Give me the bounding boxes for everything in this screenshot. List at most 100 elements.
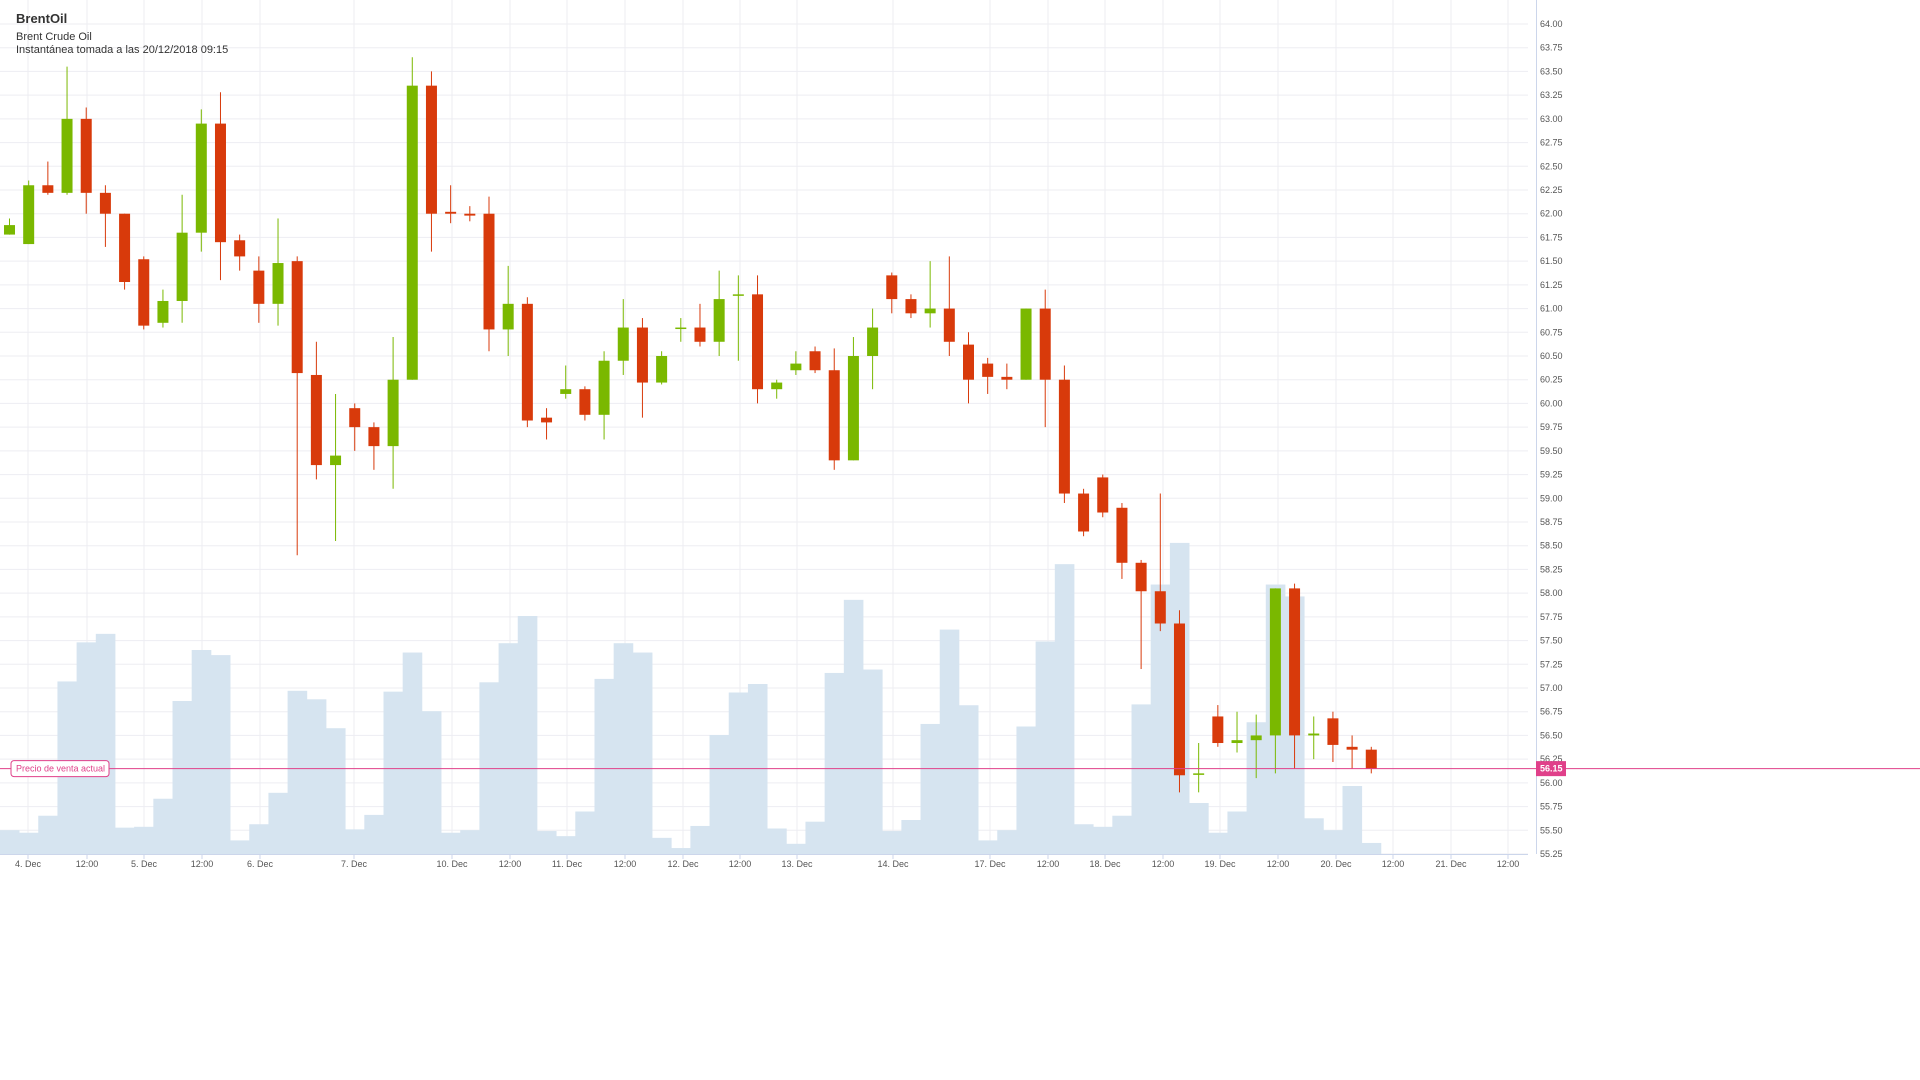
y-tick-label: 64.00 [1540,19,1563,29]
candle[interactable] [1135,559,1147,670]
candle[interactable] [579,386,591,421]
candle[interactable] [924,261,936,328]
candle[interactable] [809,346,821,374]
candle[interactable] [1327,711,1339,762]
candle[interactable] [214,92,226,281]
candle[interactable] [1346,735,1358,769]
candle[interactable] [1116,503,1128,579]
y-tick-label: 63.75 [1540,43,1563,53]
candle[interactable] [828,348,840,470]
candle[interactable] [886,272,898,314]
candle[interactable] [1212,705,1224,747]
candle[interactable] [617,299,629,375]
candle[interactable] [349,403,361,451]
candle[interactable] [1193,743,1205,793]
candle[interactable] [406,57,418,380]
candle-body [157,300,169,323]
candle[interactable] [272,218,284,326]
candle-body [23,185,35,245]
volume-bar [191,650,212,854]
candle[interactable] [560,365,572,399]
candle[interactable] [982,357,994,394]
candle[interactable] [1001,363,1013,390]
candle[interactable] [445,185,457,224]
candle[interactable] [1078,488,1090,537]
candle[interactable] [598,351,610,440]
x-tick-label: 12. Dec [667,859,699,869]
candle[interactable] [656,351,668,385]
volume-bar [460,830,480,854]
volume-bar [556,836,576,854]
candle[interactable] [1173,610,1185,793]
candle[interactable] [1250,714,1262,779]
candle[interactable] [675,318,687,342]
x-tick-label: 20. Dec [1320,859,1352,869]
candle[interactable] [425,71,437,252]
candle[interactable] [905,294,917,319]
candle[interactable] [483,196,495,352]
candle[interactable] [1269,588,1281,774]
candle[interactable] [771,379,783,399]
candle[interactable] [387,337,399,489]
candle[interactable] [99,185,111,247]
candle[interactable] [234,234,246,271]
candle[interactable] [541,408,553,440]
x-tick-label: 5. Dec [131,859,158,869]
volume-bar [1054,564,1075,854]
candle-body [253,270,265,304]
candle[interactable] [943,256,955,356]
volume-bar [978,840,998,854]
candle[interactable] [502,265,514,356]
candle[interactable] [119,213,131,290]
candle[interactable] [752,275,764,404]
candle[interactable] [176,194,188,323]
candle[interactable] [1308,716,1320,760]
candle[interactable] [694,303,706,347]
candle[interactable] [330,393,342,541]
candle[interactable] [1365,746,1377,774]
candle[interactable] [157,289,169,328]
candle-body [790,363,802,371]
candle[interactable] [1154,493,1166,632]
candle[interactable] [23,180,35,245]
candle-body [1327,718,1339,745]
candle-body [4,225,15,235]
candle[interactable] [790,351,802,375]
candle[interactable] [636,318,648,418]
candle[interactable] [310,341,322,480]
candle[interactable] [1039,289,1051,428]
candle[interactable] [4,218,15,235]
candle-body [771,382,783,390]
current-price-label-box[interactable] [10,760,110,778]
y-tick-label: 61.50 [1540,256,1563,266]
candle[interactable] [867,308,879,390]
candle[interactable] [963,332,974,404]
candle[interactable] [291,256,303,556]
volume-bar [824,672,845,854]
candle-body [1173,623,1185,776]
candle[interactable] [1020,308,1032,380]
candle[interactable] [368,422,380,470]
candle-body [80,118,92,193]
candle[interactable] [1289,583,1301,769]
candle-body [598,360,610,415]
candle-body [99,192,111,214]
candle[interactable] [521,297,533,428]
candle[interactable] [138,256,150,330]
candle[interactable] [195,109,207,252]
candle[interactable] [732,275,744,361]
candle[interactable] [80,107,92,214]
candle[interactable] [847,337,859,461]
candle-body [1269,588,1281,736]
candle-body [119,213,131,283]
candle[interactable] [61,66,73,195]
candle[interactable] [42,161,54,195]
candle[interactable] [1058,365,1070,504]
candle[interactable] [464,206,476,222]
candle[interactable] [253,256,265,323]
candle[interactable] [1231,711,1243,753]
candle[interactable] [1097,474,1109,518]
candle[interactable] [713,270,725,356]
volume-bar [1361,842,1382,854]
y-tick-label: 63.25 [1540,90,1563,100]
